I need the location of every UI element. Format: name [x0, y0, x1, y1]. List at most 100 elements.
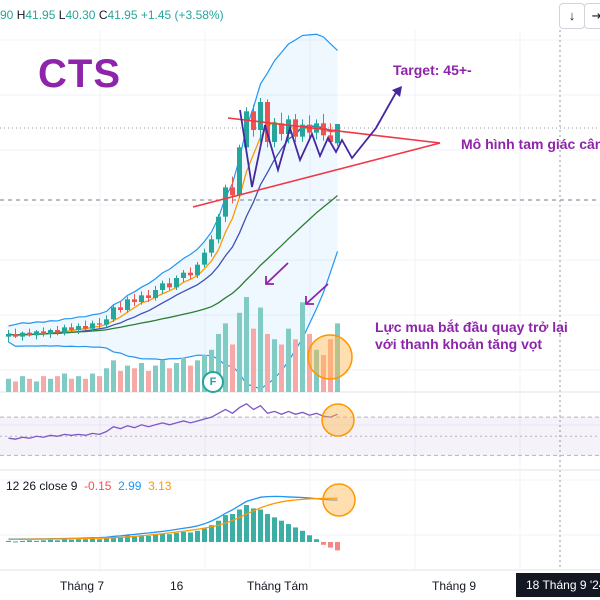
volume-arrow-2-head [305, 296, 314, 305]
macd-hist-bar [258, 509, 263, 542]
macd-pane [6, 495, 340, 551]
volume-bar [6, 378, 11, 392]
ma-line-2 [8, 195, 338, 336]
macd-hist-bar [97, 539, 102, 542]
ticker-title: CTS [38, 52, 121, 96]
volume-bar [223, 323, 228, 392]
volume-bar [251, 328, 256, 392]
candle-body [27, 332, 32, 336]
macd-signal-value: 3.13 [148, 479, 172, 493]
volume-bar [20, 376, 25, 392]
volume-bar [181, 357, 186, 392]
candle-body [139, 295, 144, 302]
target-arrow-head [392, 86, 402, 97]
macd-hist-bar [160, 533, 165, 542]
macd-hist-bar [83, 539, 88, 542]
macd-hist-bar [244, 505, 249, 542]
candle-body [41, 331, 46, 334]
close-value: 41.95 [107, 8, 138, 22]
macd-hist-bar [272, 517, 277, 542]
ohlc-legend: 90 H41.95 L40.30 C41.95 +1.45 (+3.58%) [0, 8, 224, 22]
highlight-circle-0 [307, 334, 353, 380]
volume-bar [90, 373, 95, 392]
volume-bar [34, 381, 39, 392]
volume-bar [209, 349, 214, 392]
event-badge[interactable]: F [202, 371, 224, 393]
volume-bar [139, 362, 144, 392]
volume-arrow-2 [305, 283, 329, 305]
macd-hist-bar [139, 535, 144, 542]
candle-body [55, 330, 60, 333]
candle-body [272, 123, 277, 142]
x-label-thang-9: Tháng 9 [432, 579, 477, 593]
macd-hist-bar [321, 542, 326, 545]
candle-body [118, 307, 123, 310]
candle-body [279, 123, 284, 134]
volume-bar [83, 378, 88, 392]
rsi-line [8, 402, 338, 440]
macd-hist-bar [55, 540, 60, 542]
macd-hist-bar [62, 539, 67, 542]
candle-body [160, 283, 165, 290]
candle-body [237, 147, 242, 196]
candle-body [62, 327, 67, 333]
candle-body [146, 295, 151, 298]
macd-hist-bar [251, 508, 256, 542]
macd-hist-bar [209, 525, 214, 542]
volume-bar [41, 376, 46, 392]
volume-bar [195, 360, 200, 392]
candle-body [153, 290, 158, 298]
volume-bar [13, 381, 18, 392]
macd-hist-bar [111, 536, 116, 542]
macd-hist-bar [314, 539, 319, 542]
candle-body [286, 119, 291, 134]
highlight-circle-2 [322, 483, 356, 517]
candle-body [230, 187, 235, 196]
candle-body [258, 102, 263, 130]
volume-bar [321, 355, 326, 392]
volume-bar [132, 368, 137, 392]
volume-bar [328, 339, 333, 392]
volume-bar [104, 368, 109, 392]
macd-hist-bar [69, 539, 74, 542]
volume-bar [258, 307, 263, 392]
macd-hist-bar [223, 515, 228, 542]
scroll-down-icon[interactable]: ↓ [559, 3, 585, 29]
volume-bar [293, 339, 298, 392]
macd-hist-bar [6, 540, 11, 542]
macd-hist-bar [27, 540, 32, 542]
triangle-lower-line [192, 142, 441, 208]
volume-bar [167, 368, 172, 392]
volume-bar [272, 339, 277, 392]
candle-body [188, 272, 193, 276]
highlight-circle-1 [321, 403, 355, 437]
macd-hist-bar [307, 535, 312, 542]
volume-bar [244, 297, 249, 392]
macd-hist-bar [265, 514, 270, 542]
bollinger-upper [8, 33, 338, 327]
candle-body [125, 299, 130, 310]
volume-bar [300, 302, 305, 392]
volume-bar [69, 378, 74, 392]
candle-body [335, 124, 340, 144]
candle-body [167, 283, 172, 288]
candle-body [83, 326, 88, 329]
change-value: +1.45 (+3.58%) [140, 8, 224, 22]
volume-bar [146, 370, 151, 392]
rsi-pane [0, 402, 600, 456]
target-annotation: Target: 45+- [393, 62, 472, 78]
macd-hist-bar [48, 539, 53, 542]
goto-realtime-icon[interactable]: ⇥ [584, 3, 600, 29]
candle-body [20, 332, 25, 337]
x-label-16: 16 [170, 579, 184, 593]
macd-params: 12 26 close 9 [6, 479, 78, 493]
volume-bar [314, 349, 319, 392]
candle-body [132, 299, 137, 302]
candle-body [195, 264, 200, 276]
volume-bar [76, 376, 81, 392]
volume-bar [160, 360, 165, 392]
macd-hist-bar [188, 532, 193, 542]
candle-body [111, 307, 116, 320]
volume-bar [48, 378, 53, 392]
